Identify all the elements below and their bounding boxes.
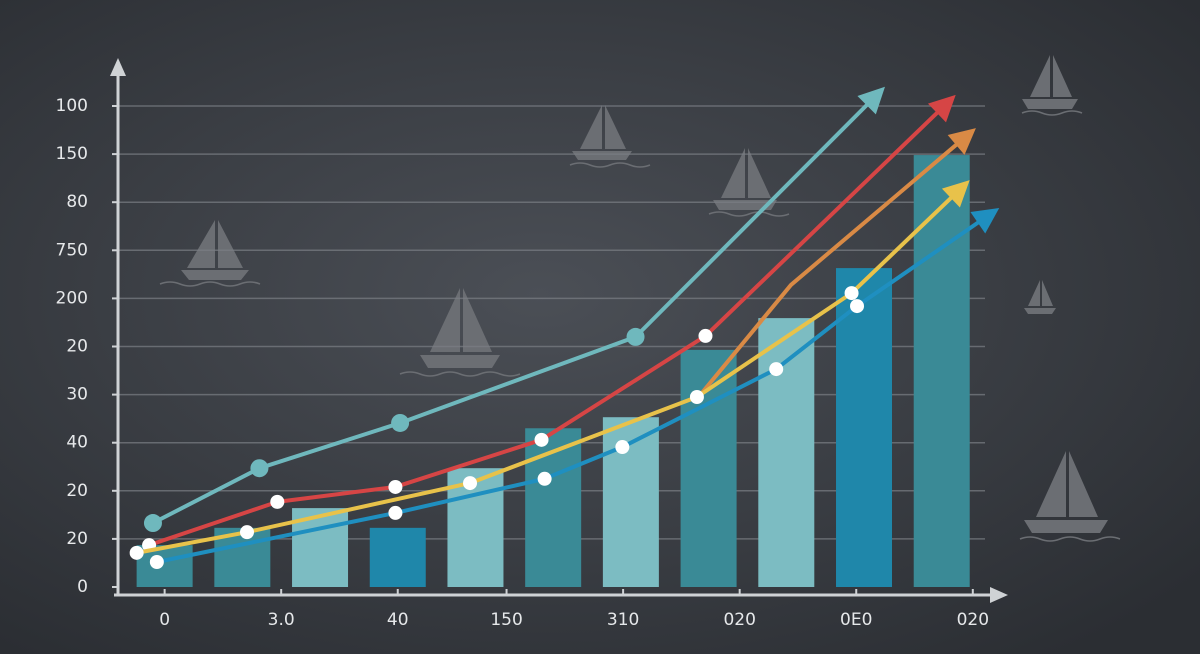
- y-tick-label: 20: [66, 529, 88, 549]
- point: [270, 494, 285, 509]
- line: [696, 140, 962, 399]
- y-tick-label: 150: [56, 144, 88, 164]
- bar: [525, 428, 582, 587]
- y-tick-label: 30: [66, 385, 88, 405]
- x-tick-label: 020: [957, 610, 989, 630]
- point: [463, 476, 478, 491]
- arrow-head: [947, 128, 976, 155]
- x-tick-label: 0E0: [840, 610, 872, 630]
- point: [537, 471, 552, 486]
- x-tick-label: 0: [159, 610, 170, 630]
- point: [534, 432, 549, 447]
- line: [136, 193, 957, 555]
- point: [239, 525, 254, 540]
- point: [626, 327, 645, 346]
- point: [388, 505, 403, 520]
- y-tick-label: 0: [77, 577, 88, 597]
- x-tick-label: 020: [723, 610, 755, 630]
- point: [391, 413, 410, 432]
- arrow-head: [927, 94, 956, 123]
- x-tick-label: 310: [607, 610, 639, 630]
- y-tick-label: 200: [56, 288, 88, 308]
- y-tick-label: 750: [56, 240, 88, 260]
- x-tick-label: 150: [490, 610, 522, 630]
- bar: [758, 318, 815, 587]
- y-tick-label: 20: [66, 337, 88, 357]
- x-axis-arrow: [990, 587, 1008, 603]
- arrow-head: [970, 207, 1000, 234]
- point: [844, 286, 859, 301]
- arrow-head: [941, 180, 970, 208]
- point: [388, 479, 403, 494]
- point: [850, 299, 865, 314]
- x-tick-label: 3.0: [268, 610, 295, 630]
- arrow-head: [857, 86, 885, 115]
- point: [129, 545, 144, 560]
- line: [148, 107, 943, 548]
- point: [769, 362, 784, 377]
- point: [698, 328, 713, 343]
- point: [250, 459, 269, 478]
- bar: [913, 155, 970, 587]
- point: [615, 440, 630, 455]
- y-tick-label: 80: [66, 192, 88, 212]
- point: [689, 390, 704, 405]
- y-tick-label: 40: [66, 433, 88, 453]
- y-tick-label: 100: [56, 96, 88, 116]
- bar: [602, 417, 659, 587]
- x-tick-label: 40: [387, 610, 409, 630]
- bar: [369, 527, 426, 587]
- point: [143, 514, 162, 533]
- point: [149, 554, 164, 569]
- y-axis-arrow: [110, 58, 126, 76]
- y-tick-label: 20: [66, 481, 88, 501]
- bar: [836, 268, 893, 587]
